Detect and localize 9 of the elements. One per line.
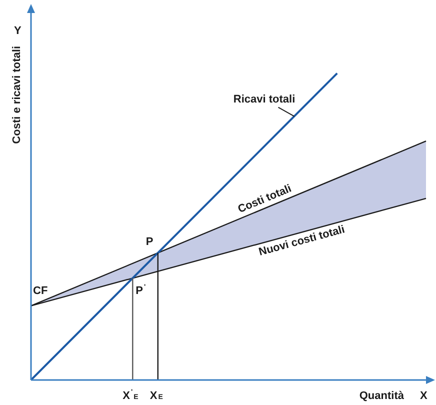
annotation: P xyxy=(146,236,154,248)
annotation: CF xyxy=(33,284,48,297)
series-label: Ricavi totali xyxy=(233,93,296,106)
text: Costi totali xyxy=(236,182,294,216)
x-axis-title: Quantità xyxy=(359,390,405,402)
y-axis-title: Costi e ricavi totali xyxy=(11,46,24,144)
text: Nuovi costi totali xyxy=(258,224,346,258)
text: Y xyxy=(14,25,22,37)
text: X xyxy=(420,390,428,402)
